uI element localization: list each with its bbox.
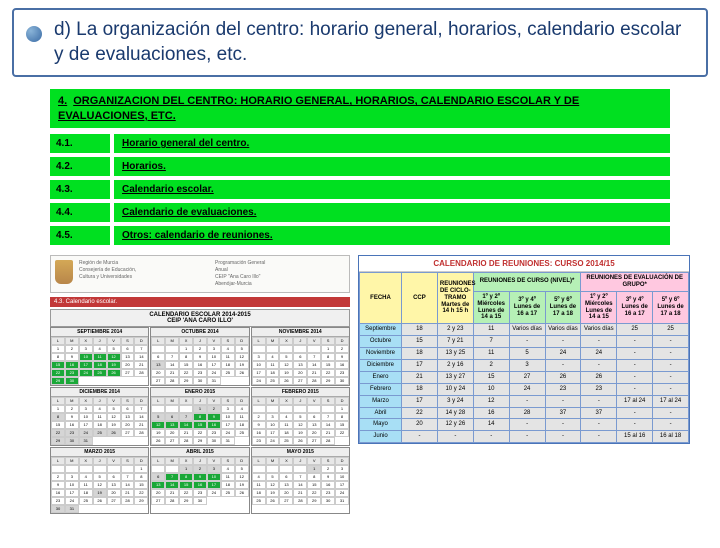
section-4-text: ORGANIZACION DEL CENTRO: HORARIO GENERAL…	[58, 95, 579, 121]
month: SEPTIEMBRE 2014LMXJVSD123456789101112131…	[50, 327, 149, 386]
sub-label: Calendario de evaluaciones.	[114, 203, 670, 222]
month: OCTUBRE 2014LMXJVSD123456789101112131415…	[150, 327, 249, 386]
reunion-row: Marzo173 y 2412---17 al 2417 al 24	[360, 395, 689, 407]
reuniones-table: FECHA CCP REUNIONES DE CICLO-TRAMO Marte…	[359, 272, 689, 443]
credit-box: Región de MurciaConsejería de Educación,…	[50, 255, 350, 293]
reunion-row: Noviembre1813 y 251152424--	[360, 348, 689, 360]
month: ENERO 2015LMXJVSD12345678910111213141516…	[150, 387, 249, 446]
grupo-sub-0: 1º y 2º Miércoles Lunes de 14 a 15	[581, 291, 617, 324]
col-nivel: REUNIONES DE CURSO (NIVEL)*	[473, 272, 581, 291]
section-4-title: 4.ORGANIZACION DEL CENTRO: HORARIO GENER…	[58, 94, 662, 123]
bottom-row: Región de MurciaConsejería de Educación,…	[0, 249, 720, 514]
content-area: 4.ORGANIZACION DEL CENTRO: HORARIO GENER…	[0, 81, 720, 245]
sub-label: Calendario escolar.	[114, 180, 670, 199]
section-4-block: 4.ORGANIZACION DEL CENTRO: HORARIO GENER…	[50, 89, 670, 128]
col-claustro: REUNIONES DE CICLO-TRAMO Martes de 14 h …	[437, 272, 473, 323]
sub-label: Horario general del centro.	[114, 134, 670, 153]
month: MARZO 2015LMXJVSD12345678910111213141516…	[50, 447, 149, 514]
reunion-row: Junio------15 al 1616 al 18	[360, 431, 689, 443]
nivel-sub-1: 3º y 4º Lunes de 16 a 17	[509, 291, 545, 324]
sub-row-0: 4.1.Horario general del centro.	[50, 134, 670, 153]
errata-bar: 4.3. Calendario escolar.	[50, 297, 350, 307]
sub-row-2: 4.3.Calendario escolar.	[50, 180, 670, 199]
sub-num: 4.1.	[50, 134, 110, 153]
sub-label: Horarios.	[114, 157, 670, 176]
sub-num: 4.3.	[50, 180, 110, 199]
reunion-row: Abril2214 y 2816283737--	[360, 407, 689, 419]
months-grid: SEPTIEMBRE 2014LMXJVSD123456789101112131…	[50, 327, 350, 514]
section-4-num: 4.	[58, 95, 67, 107]
sub-num: 4.5.	[50, 226, 110, 245]
sub-row-3: 4.4.Calendario de evaluaciones.	[50, 203, 670, 222]
sub-row-4: 4.5.Otros: calendario de reuniones.	[50, 226, 670, 245]
reunion-row: Mayo2012 y 2614-----	[360, 419, 689, 431]
reunion-row: Octubre157 y 217-----	[360, 336, 689, 348]
reuniones-panel: CALENDARIO DE REUNIONES: CURSO 2014/15 F…	[358, 255, 690, 444]
header-text: d) La organización del centro: horario g…	[54, 18, 694, 67]
month: NOVIEMBRE 2014LMXJVSD1234567891011121314…	[251, 327, 350, 386]
reunion-row: Febrero1810 y 2410242323--	[360, 383, 689, 395]
month: FEBRERO 2015LMXJVSD123456789101112131415…	[251, 387, 350, 446]
reunion-row: Enero2113 y 2715272626--	[360, 371, 689, 383]
school-calendar-panel: Región de MurciaConsejería de Educación,…	[50, 255, 350, 514]
sub-label: Otros: calendario de reuniones.	[114, 226, 670, 245]
sub-num: 4.4.	[50, 203, 110, 222]
reunion-row: Diciembre172 y 1623----	[360, 359, 689, 371]
shield-icon	[55, 260, 73, 284]
nivel-sub-2: 5º y 6º Lunes de 17 a 18	[545, 291, 581, 324]
grupo-sub-2: 5º y 6º Lunes de 17 a 18	[653, 291, 689, 324]
month: ABRIL 2015LMXJVSD12345678910111213141516…	[150, 447, 249, 514]
slide-header: d) La organización del centro: horario g…	[12, 8, 708, 77]
sub-row-1: 4.2.Horarios.	[50, 157, 670, 176]
reunion-row: Septiembre182 y 2311Varios díasVarios dí…	[360, 324, 689, 336]
grupo-sub-1: 3º y 4º Lunes de 16 a 17	[617, 291, 653, 324]
col-fecha: FECHA	[360, 272, 402, 323]
bullet-icon	[26, 26, 42, 42]
reuniones-title: CALENDARIO DE REUNIONES: CURSO 2014/15	[359, 256, 689, 272]
month: DICIEMBRE 2014LMXJVSD1234567891011121314…	[50, 387, 149, 446]
month: MAYO 2015LMXJVSD123456789101112131415161…	[251, 447, 350, 514]
cal-title: CALENDARIO ESCOLAR 2014-2015CEIP 'ANA CA…	[50, 309, 350, 327]
sub-num: 4.2.	[50, 157, 110, 176]
col-grupo: REUNIONES DE EVALUACIÓN DE GRUPO*	[581, 272, 689, 291]
col-ccp: CCP	[402, 272, 438, 323]
nivel-sub-0: 1º y 2º Miércoles Lunes de 14 a 15	[473, 291, 509, 324]
